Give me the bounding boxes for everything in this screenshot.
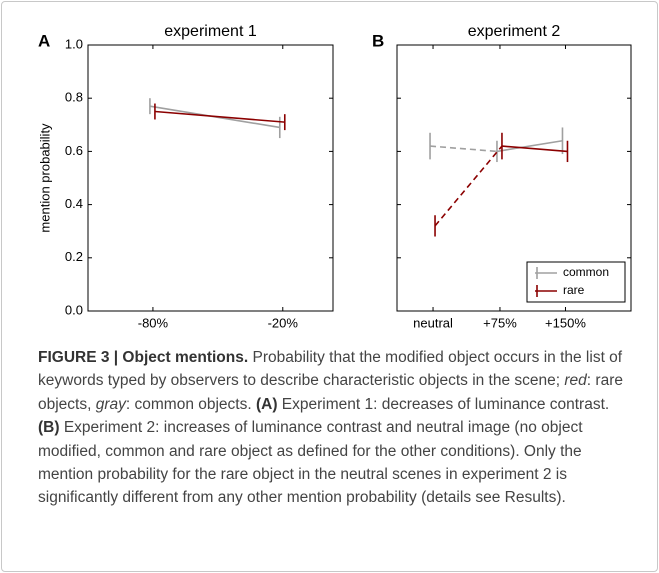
panel-label: B [372,31,384,50]
caption: FIGURE 3 | Object mentions. Probability … [38,346,634,510]
x-tick-label: -20% [268,315,299,330]
y-tick-label: 1.0 [65,36,83,51]
caption-text: : rare objects, [38,372,623,413]
y-tick-label: 0.4 [65,196,83,211]
caption-text: (B) [38,419,60,437]
series-line [434,145,503,227]
caption-text: red [564,372,587,390]
chart-title: experiment 2 [468,23,561,40]
legend-label: common [563,265,609,279]
series-line [154,110,285,123]
series-line [501,145,568,153]
x-tick-label: +75% [483,315,517,330]
y-axis-label: mention probability [37,123,52,233]
plot-area [396,44,632,312]
y-tick-label: 0.8 [65,90,83,105]
caption-text: Experiment 1: decreases of luminance con… [277,395,610,413]
x-tick-label: neutral [413,315,453,330]
caption-text: gray [95,395,126,413]
series-line [429,145,498,153]
caption-text: (A) [255,395,278,413]
x-tick-label: -80% [138,315,169,330]
y-tick-label: 0.6 [65,143,83,158]
caption-text: Probability that the modified object occ… [38,349,623,390]
panel-label: A [38,31,50,50]
caption-text: Experiment 2: increases of luminance con… [38,419,583,507]
plot-area [87,44,334,312]
x-tick-label: +150% [545,315,586,330]
caption-text: : common objects. [125,395,256,413]
y-tick-label: 0.2 [65,249,83,264]
legend-box [526,261,626,303]
chart-title: experiment 1 [164,23,257,40]
caption-text: FIGURE 3 | Object mentions. [38,349,249,366]
series-line [496,139,563,153]
legend-label: rare [563,283,585,297]
y-tick-label: 0.0 [65,302,83,317]
